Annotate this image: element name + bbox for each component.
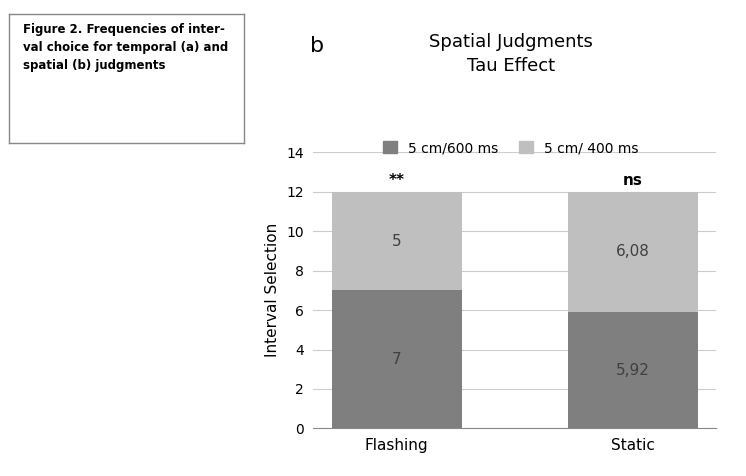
Text: Figure 2. Frequencies of inter-
val choice for temporal (a) and
spatial (b) judg: Figure 2. Frequencies of inter- val choi… [23, 23, 228, 72]
Text: Spatial Judgments
Tau Effect: Spatial Judgments Tau Effect [429, 33, 593, 75]
Text: 6,08: 6,08 [616, 244, 650, 259]
Bar [332, 290, 462, 428]
Text: ns: ns [623, 173, 643, 188]
Bar [332, 192, 462, 290]
Text: **: ** [389, 173, 404, 188]
Y-axis label: Interval Selection: Interval Selection [266, 223, 280, 357]
Text: 5,92: 5,92 [616, 363, 650, 377]
Bar [568, 192, 698, 312]
Legend: 5 cm/600 ms, 5 cm/ 400 ms: 5 cm/600 ms, 5 cm/ 400 ms [377, 136, 645, 160]
Text: 7: 7 [392, 352, 401, 367]
Text: b: b [310, 36, 324, 56]
Bar [568, 312, 698, 428]
Text: 5: 5 [392, 234, 401, 248]
